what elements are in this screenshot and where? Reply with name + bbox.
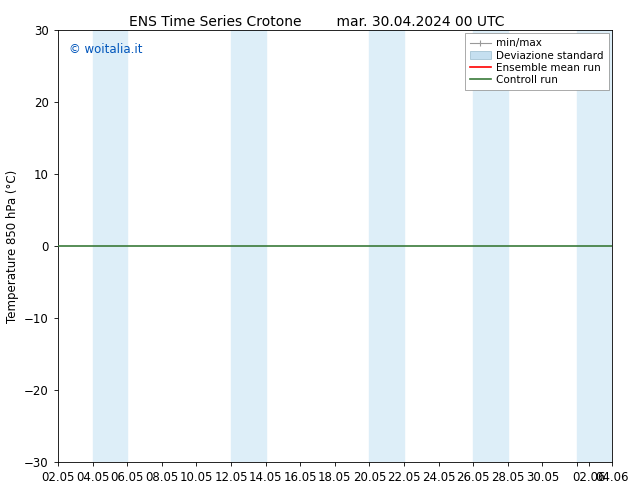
Bar (577, 30, 612, 463)
Y-axis label: Temperature 850 hPa (°C): Temperature 850 hPa (°C) (6, 170, 18, 323)
Bar (231, 30, 266, 463)
Bar (473, 30, 508, 463)
Bar (93, 30, 127, 463)
Text: ENS Time Series Crotone        mar. 30.04.2024 00 UTC: ENS Time Series Crotone mar. 30.04.2024 … (129, 15, 505, 29)
Legend: min/max, Deviazione standard, Ensemble mean run, Controll run: min/max, Deviazione standard, Ensemble m… (465, 33, 609, 90)
Bar (370, 30, 404, 463)
Text: © woitalia.it: © woitalia.it (69, 43, 143, 56)
